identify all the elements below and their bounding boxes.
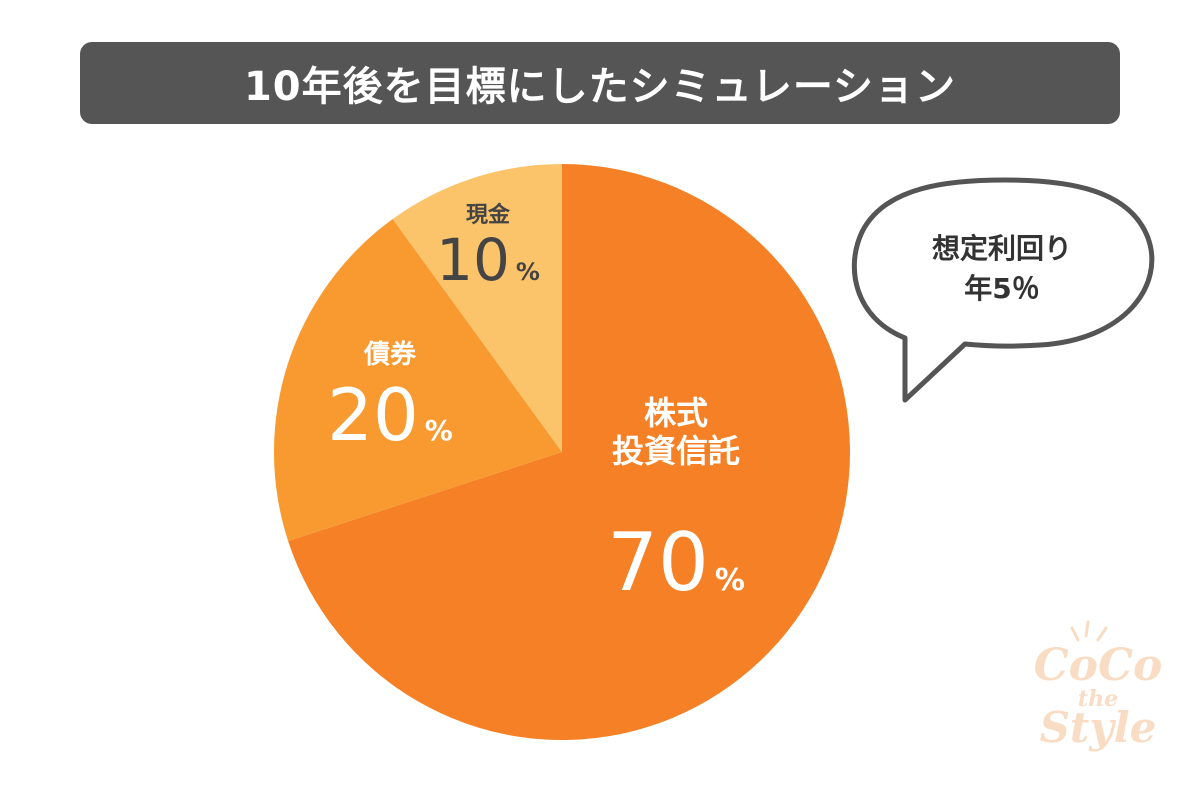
slice-1-label-line-1: 株式 <box>644 394 708 432</box>
slice-2-label-line-1: 債券 <box>363 340 417 370</box>
logo-line3: Style <box>1040 703 1157 752</box>
slice-1-label-line-2: 投資信託 <box>612 432 740 470</box>
callout-line1: 想定利回り <box>932 232 1072 265</box>
title-banner: 10年後を目標にしたシミュレーション <box>80 42 1120 124</box>
pie-slice-2 <box>273 219 562 541</box>
slice-3-label-line-1: 現金 <box>466 202 511 228</box>
slice-1-value: 70% <box>607 516 745 609</box>
slice-3-value-unit: % <box>516 258 540 286</box>
logo-line2: the <box>1078 686 1118 712</box>
logo-sparkle-icon <box>1070 620 1108 642</box>
slice-1-value-number: 70 <box>607 516 709 609</box>
slice-3-value-number: 10 <box>436 226 510 294</box>
slice-2-value: 20% <box>327 373 453 457</box>
pie-slice-3 <box>392 164 562 452</box>
callout-line2: 年5％ <box>964 272 1039 305</box>
slice-2-value-number: 20 <box>327 373 419 457</box>
slice-3-value: 10% <box>436 226 540 294</box>
slice-1-value-unit: % <box>715 563 745 598</box>
brand-logo: CoCo the Style <box>1034 620 1163 752</box>
logo-line1: CoCo <box>1034 640 1163 691</box>
callout-bubble: 想定利回り 年5％ <box>851 177 1155 403</box>
slice-2-value-unit: % <box>425 414 453 447</box>
chart-title: 10年後を目標にしたシミュレーション <box>243 64 957 110</box>
pie-slice-1 <box>288 164 851 740</box>
pie-chart <box>273 164 851 740</box>
callout-outline <box>851 177 1155 403</box>
